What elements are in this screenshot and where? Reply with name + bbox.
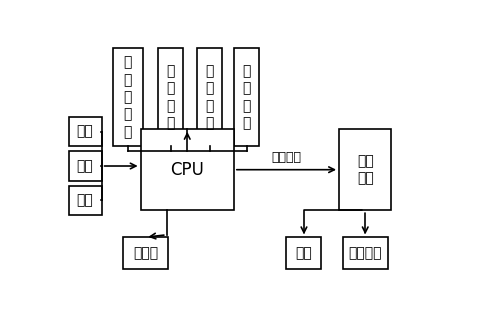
Bar: [286, 237, 321, 269]
Text: 分拣
手臂: 分拣 手臂: [356, 154, 373, 185]
Bar: [69, 151, 101, 181]
Text: 检测结果: 检测结果: [271, 151, 301, 164]
Text: 镜头: 镜头: [77, 159, 93, 173]
Text: 图
像
预
处
理: 图 像 预 处 理: [123, 56, 132, 139]
Bar: [233, 48, 259, 146]
Text: 光源: 光源: [77, 193, 93, 207]
Text: 刹车片: 刹车片: [133, 246, 158, 260]
Bar: [113, 48, 142, 146]
Text: 特
征
提
取: 特 征 提 取: [205, 64, 213, 130]
Text: 相机: 相机: [77, 125, 93, 139]
Text: 出厂: 出厂: [295, 246, 312, 260]
Text: CPU: CPU: [170, 161, 204, 179]
Bar: [196, 48, 222, 146]
Bar: [69, 186, 101, 215]
Bar: [123, 237, 167, 269]
Bar: [338, 129, 391, 210]
Bar: [158, 48, 183, 146]
Bar: [140, 129, 233, 210]
Bar: [342, 237, 387, 269]
Text: 不合格区: 不合格区: [348, 246, 381, 260]
Bar: [69, 117, 101, 146]
Text: 图
像
分
割: 图 像 分 割: [166, 64, 174, 130]
Text: 模
式
识
别: 模 式 识 别: [242, 64, 250, 130]
